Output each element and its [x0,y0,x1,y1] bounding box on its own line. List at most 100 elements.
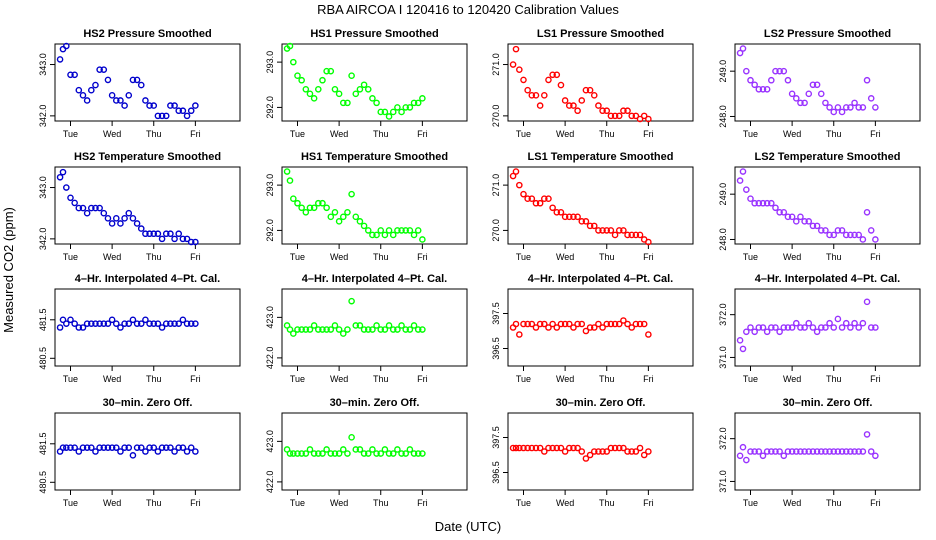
data-point [557,81,565,89]
data-point [541,448,548,455]
data-point [590,222,598,230]
data-point [739,45,747,52]
panel-hs2-temperature: HS2 Temperature Smoothed Tue Wed Thu Fri 342.… [38,151,241,262]
data-point [809,81,817,89]
data-point [739,345,747,353]
x-tick-label: Tue [290,374,305,384]
data-point [377,108,385,116]
data-point [369,446,376,453]
data-point [784,448,792,455]
y-tick-label: 271.0 [491,174,501,197]
data-point [763,85,771,93]
data-point [520,76,527,84]
data-point [620,107,627,115]
data-point [385,113,393,120]
data-point [283,168,291,175]
data-point [867,95,875,102]
data-point [636,115,644,123]
data-point [104,320,112,327]
y-tick-label: 423.0 [265,306,275,329]
x-axis-label: Date (UTC) [435,519,501,534]
data-point [603,107,611,115]
x-tick-label: Thu [599,129,615,139]
data-point [557,444,565,452]
data-point [772,204,779,212]
data-point [75,448,83,455]
data-point [524,86,531,94]
data-point [125,209,133,217]
data-point [294,72,301,80]
data-point [339,330,347,337]
y-tick-label: 270.0 [491,105,501,128]
data-point [784,76,792,84]
data-point [801,218,808,225]
data-point [813,448,821,455]
data-point [133,320,141,327]
series-points [509,168,652,246]
data-point [763,448,771,455]
data-point [356,218,364,225]
y-tick-label: 293.0 [265,51,275,74]
plot-frame [54,288,241,367]
data-point [100,66,108,73]
data-point [524,444,531,452]
data-point [137,225,145,232]
data-point [736,452,744,460]
data-point [381,108,389,116]
data-point [290,450,297,457]
data-point [100,209,108,217]
data-point [298,326,305,333]
data-point [805,90,813,98]
data-point [830,108,838,116]
data-point [549,204,556,212]
data-point [394,326,401,333]
data-point [335,90,343,98]
x-tick-label: Tue [516,498,531,508]
y-tick-label: 481.5 [38,309,48,332]
data-point [628,231,636,239]
data-point [402,450,410,457]
data-point [645,238,652,246]
y-tick-label: 270.0 [491,219,501,242]
data-point [516,181,523,189]
data-point [561,448,569,455]
x-tick-label: Wed [783,374,801,384]
data-point [96,320,103,327]
data-point [385,450,393,457]
series-points [283,168,426,243]
data-point [323,204,330,212]
data-point [394,227,401,234]
data-point [67,71,74,79]
data-point [377,326,385,333]
data-point [620,444,627,452]
data-point [394,104,401,111]
data-point [768,199,775,207]
data-point [520,320,527,328]
panel-ls2-temperature: LS2 Temperature Smoothed Tue Wed Thu Fri 248.… [718,151,921,262]
data-point [154,448,162,455]
data-point [381,446,389,453]
data-point [192,448,199,455]
data-point [768,76,775,84]
data-point [557,208,565,216]
data-point [553,208,561,216]
data-point [71,199,78,207]
data-point [855,324,863,331]
data-point [406,326,414,333]
data-point [553,444,561,452]
data-point [867,324,875,331]
x-tick-label: Fri [643,252,654,262]
series-points [509,317,652,338]
data-point [747,324,754,331]
data-point [406,446,414,453]
data-point [108,444,116,451]
data-point [56,173,64,181]
series-points [736,168,879,243]
y-tick-label: 371.0 [718,346,728,369]
data-point [88,444,95,451]
data-point [830,324,838,331]
data-point [578,218,586,225]
x-tick-label: Thu [146,252,162,262]
x-tick-label: Fri [643,129,654,139]
data-point [142,97,149,104]
